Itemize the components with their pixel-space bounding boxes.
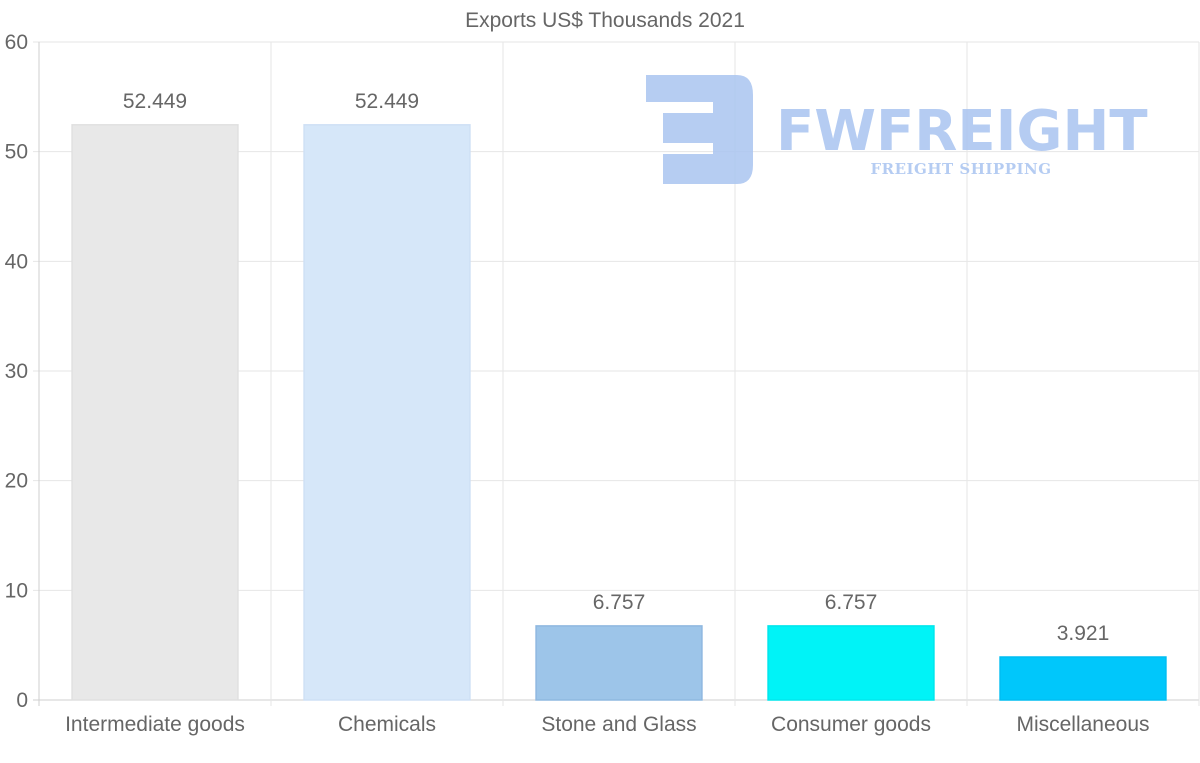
x-tick-label: Chemicals [338,713,436,736]
y-tick-label: 50 [5,141,28,164]
x-axis-labels: Intermediate goods Chemicals Stone and Gla… [65,713,1149,736]
y-axis-labels: 0 10 20 30 40 50 60 [5,31,28,712]
x-tick-label: Consumer goods [771,713,931,736]
x-tick-label: Stone and Glass [541,713,696,736]
y-tick-label: 10 [5,579,28,602]
chart-title: Exports US$ Thousands 2021 [465,9,745,32]
bar[interactable] [767,625,935,701]
fw-logo-icon [646,75,753,184]
bar[interactable] [999,656,1167,701]
bar[interactable] [303,124,471,701]
bars [71,124,1167,701]
data-label: 6.757 [825,591,878,614]
watermark-logo: FWFREIGHT FREIGHT SHIPPING [646,75,1148,184]
data-label: 52.449 [355,90,419,113]
y-tick-label: 60 [5,31,28,54]
watermark-name: FWFREIGHT [776,99,1148,164]
y-tick-label: 30 [5,360,28,383]
x-tick-label: Intermediate goods [65,713,245,736]
y-tick-label: 40 [5,250,28,273]
y-tick-label: 20 [5,470,28,493]
data-label: 3.921 [1057,622,1110,645]
y-tick-label: 0 [16,689,28,712]
watermark-tagline: FREIGHT SHIPPING [870,160,1051,178]
data-label: 6.757 [593,591,646,614]
data-label: 52.449 [123,90,187,113]
bar[interactable] [535,625,703,701]
bar[interactable] [71,124,239,701]
x-tick-label: Miscellaneous [1016,713,1149,736]
data-labels: 52.449 52.449 6.757 6.757 3.921 [123,90,1109,645]
